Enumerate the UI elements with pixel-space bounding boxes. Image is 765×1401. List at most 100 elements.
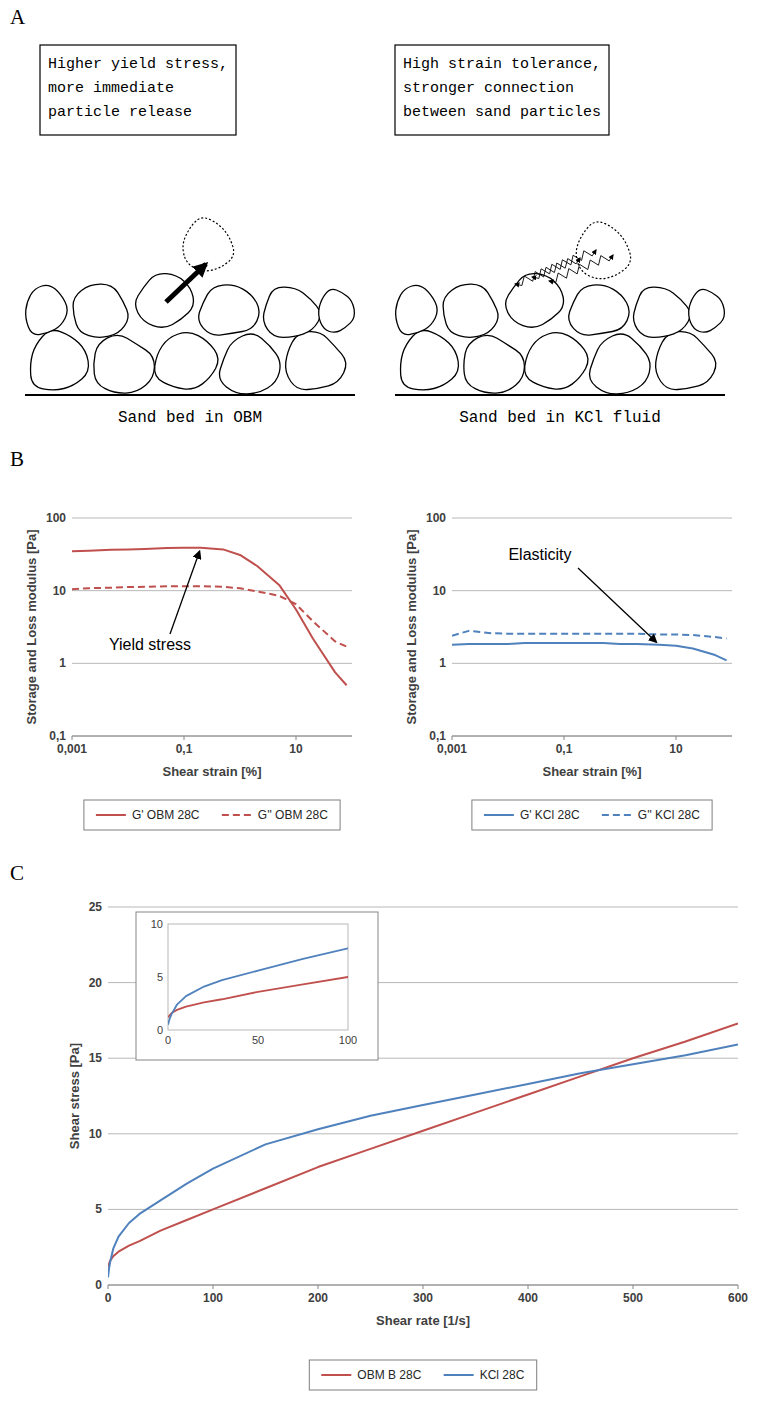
chart: 0,11101000,0010,110Shear strain [%]Stora… — [404, 511, 732, 830]
legend: G' KCl 28CG'' KCl 28C — [472, 800, 712, 830]
x-tick — [423, 1285, 424, 1289]
y-axis-title: Storage and Loss modulus [Pa] — [404, 529, 419, 724]
grid-line — [108, 1133, 738, 1134]
y-tick-label: 100 — [46, 511, 66, 525]
plot-area — [108, 1023, 738, 1277]
plot-area — [452, 631, 727, 660]
inset-x-tick-label: 50 — [252, 1034, 264, 1046]
released-particle — [183, 218, 234, 271]
note-box: High strain tolerance,stronger connectio… — [395, 45, 609, 135]
grid-line — [452, 663, 732, 664]
y-axis-title: Storage and Loss modulus [Pa] — [24, 529, 39, 724]
x-tick-label: 200 — [308, 1291, 328, 1305]
inset-x-tick-label: 100 — [339, 1034, 357, 1046]
annotation-arrow — [578, 568, 656, 642]
sand-particle — [319, 289, 355, 332]
legend-swatch — [444, 1374, 474, 1376]
legend-swatch — [321, 1374, 351, 1376]
x-tick — [296, 736, 297, 740]
note-text: Higher yield stress, — [48, 56, 228, 73]
x-axis-title: Shear strain [%] — [163, 764, 262, 779]
annotation-arrow — [170, 552, 200, 635]
x-tick — [72, 736, 73, 740]
x-tick — [452, 736, 453, 740]
legend-frame — [309, 1360, 536, 1390]
x-axis-title: Shear rate [1/s] — [376, 1313, 470, 1328]
bed-caption: Sand bed in OBM — [118, 409, 262, 427]
legend-label: KCl 28C — [480, 1368, 525, 1382]
legend-swatch — [96, 814, 126, 816]
sand-particle — [443, 284, 498, 337]
inset-plot-area — [168, 924, 348, 1025]
x-tick-label: 10 — [669, 742, 683, 756]
annotation-text: Yield stress — [109, 636, 191, 653]
y-tick-label: 0,1 — [49, 729, 66, 743]
x-tick — [108, 1285, 109, 1289]
sand-particle — [525, 333, 588, 389]
note-text: between sand particles — [403, 104, 601, 121]
grid-line — [452, 736, 732, 737]
bed-floor — [395, 394, 725, 396]
legend-swatch — [484, 814, 514, 816]
grid-line — [108, 1209, 738, 1210]
sand-particle — [689, 289, 725, 332]
y-tick-label: 10 — [433, 584, 447, 598]
x-tick-label: 0,1 — [176, 742, 193, 756]
legend-label: G' OBM 28C — [132, 808, 200, 822]
grid-line — [108, 907, 738, 908]
legend: OBM B 28C KCl 28C — [309, 1360, 536, 1390]
note-text: particle release — [48, 104, 192, 121]
chart: B0,11101000,0010,110Shear strain [%]Stor… — [10, 447, 352, 830]
inset-series-line — [168, 924, 348, 1025]
sand-particle — [589, 334, 650, 394]
x-tick-label: 300 — [413, 1291, 433, 1305]
sand-particle — [94, 335, 155, 393]
y-tick-label: 100 — [426, 511, 446, 525]
sand-particle — [26, 285, 68, 334]
y-tick-label: 5 — [95, 1202, 102, 1216]
legend-items: G' OBM 28C G'' OBM 28C — [96, 808, 328, 822]
inset-plot-frame — [168, 924, 348, 1030]
x-tick-label: 0 — [105, 1291, 112, 1305]
series-line — [452, 631, 727, 639]
note-frame — [395, 45, 609, 135]
x-tick-label: 0,001 — [437, 742, 467, 756]
series-line — [452, 643, 727, 660]
legend: G' OBM 28C G'' OBM 28C — [84, 800, 340, 830]
legend-label: G'' OBM 28C — [258, 808, 328, 822]
spring — [549, 255, 613, 283]
legend-items: OBM B 28C KCl 28C — [321, 1368, 524, 1382]
inset: 0510050100 — [136, 847, 765, 1060]
sand-particle — [464, 335, 525, 393]
sand-particle — [286, 332, 346, 390]
x-axis-line — [452, 736, 732, 737]
release-arrow — [166, 264, 206, 302]
sand-bed-panel: Higher yield stress,more immediatepartic… — [25, 45, 355, 427]
x-tick-label: 10 — [289, 742, 303, 756]
x-tick — [318, 1285, 319, 1289]
sand-particle — [401, 331, 459, 390]
sand-particle — [155, 333, 218, 389]
y-tick-label: 0,1 — [429, 729, 446, 743]
panel-letter: B — [10, 447, 24, 471]
chart: C05101520250100200300400500600Shear rate… — [10, 847, 765, 1390]
sand-particle — [656, 332, 716, 390]
note-box: Higher yield stress,more immediatepartic… — [40, 45, 236, 135]
sand-particle — [506, 274, 564, 328]
note-text: stronger connection — [403, 80, 574, 97]
x-axis-title: Shear strain [%] — [543, 764, 642, 779]
sand-particle — [219, 334, 280, 394]
legend-frame — [472, 800, 712, 830]
grid-line — [452, 518, 732, 519]
inset-frame — [136, 912, 378, 1060]
inset-y-tick-label: 5 — [157, 971, 163, 983]
spring — [515, 258, 580, 286]
x-tick — [528, 1285, 529, 1289]
panel-letter: A — [10, 5, 26, 29]
grid-line — [72, 518, 352, 519]
x-tick-label: 500 — [623, 1291, 643, 1305]
y-tick-label: 1 — [59, 656, 66, 670]
legend-label: OBM B 28C — [357, 1368, 421, 1382]
legend-items: G' KCl 28CG'' KCl 28C — [484, 808, 700, 822]
x-tick-label: 100 — [203, 1291, 223, 1305]
